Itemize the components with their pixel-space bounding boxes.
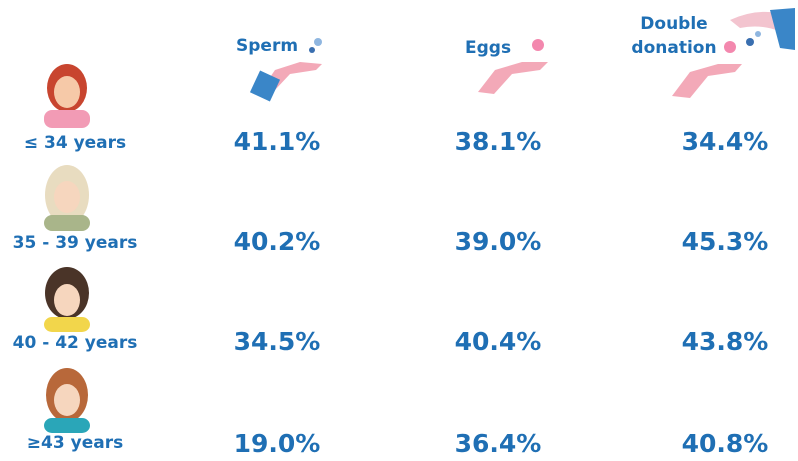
cell-value: 45.3% — [681, 227, 769, 256]
column-header: Sperm — [236, 36, 299, 56]
cell-value: 38.1% — [454, 127, 542, 156]
row-label: 40 - 42 years — [12, 333, 138, 353]
cell-value: 40.8% — [681, 429, 769, 458]
column-header: Eggs — [465, 38, 512, 58]
cell-value: 34.5% — [233, 327, 321, 356]
sperm-hand-icon — [249, 38, 322, 102]
cell-value: 34.4% — [681, 127, 769, 156]
eggs-hand-icon — [478, 39, 548, 94]
row-label: 35 - 39 years — [12, 233, 138, 253]
face-icon — [44, 165, 90, 231]
face-icon — [44, 267, 90, 332]
cell-value: 40.4% — [454, 327, 542, 356]
cell-value: 40.2% — [233, 227, 321, 256]
face-icon — [44, 368, 90, 433]
cell-value: 43.8% — [681, 327, 769, 356]
face-icon — [44, 64, 90, 128]
cell-value: 39.0% — [454, 227, 542, 256]
row-label: ≤ 34 years — [23, 133, 127, 153]
double-donation-icon — [672, 8, 795, 98]
row-label: ≥43 years — [26, 433, 124, 453]
cell-value: 36.4% — [454, 429, 542, 458]
cell-value: 19.0% — [233, 429, 321, 458]
column-header: Double donation — [631, 14, 717, 58]
cell-value: 41.1% — [233, 127, 321, 156]
